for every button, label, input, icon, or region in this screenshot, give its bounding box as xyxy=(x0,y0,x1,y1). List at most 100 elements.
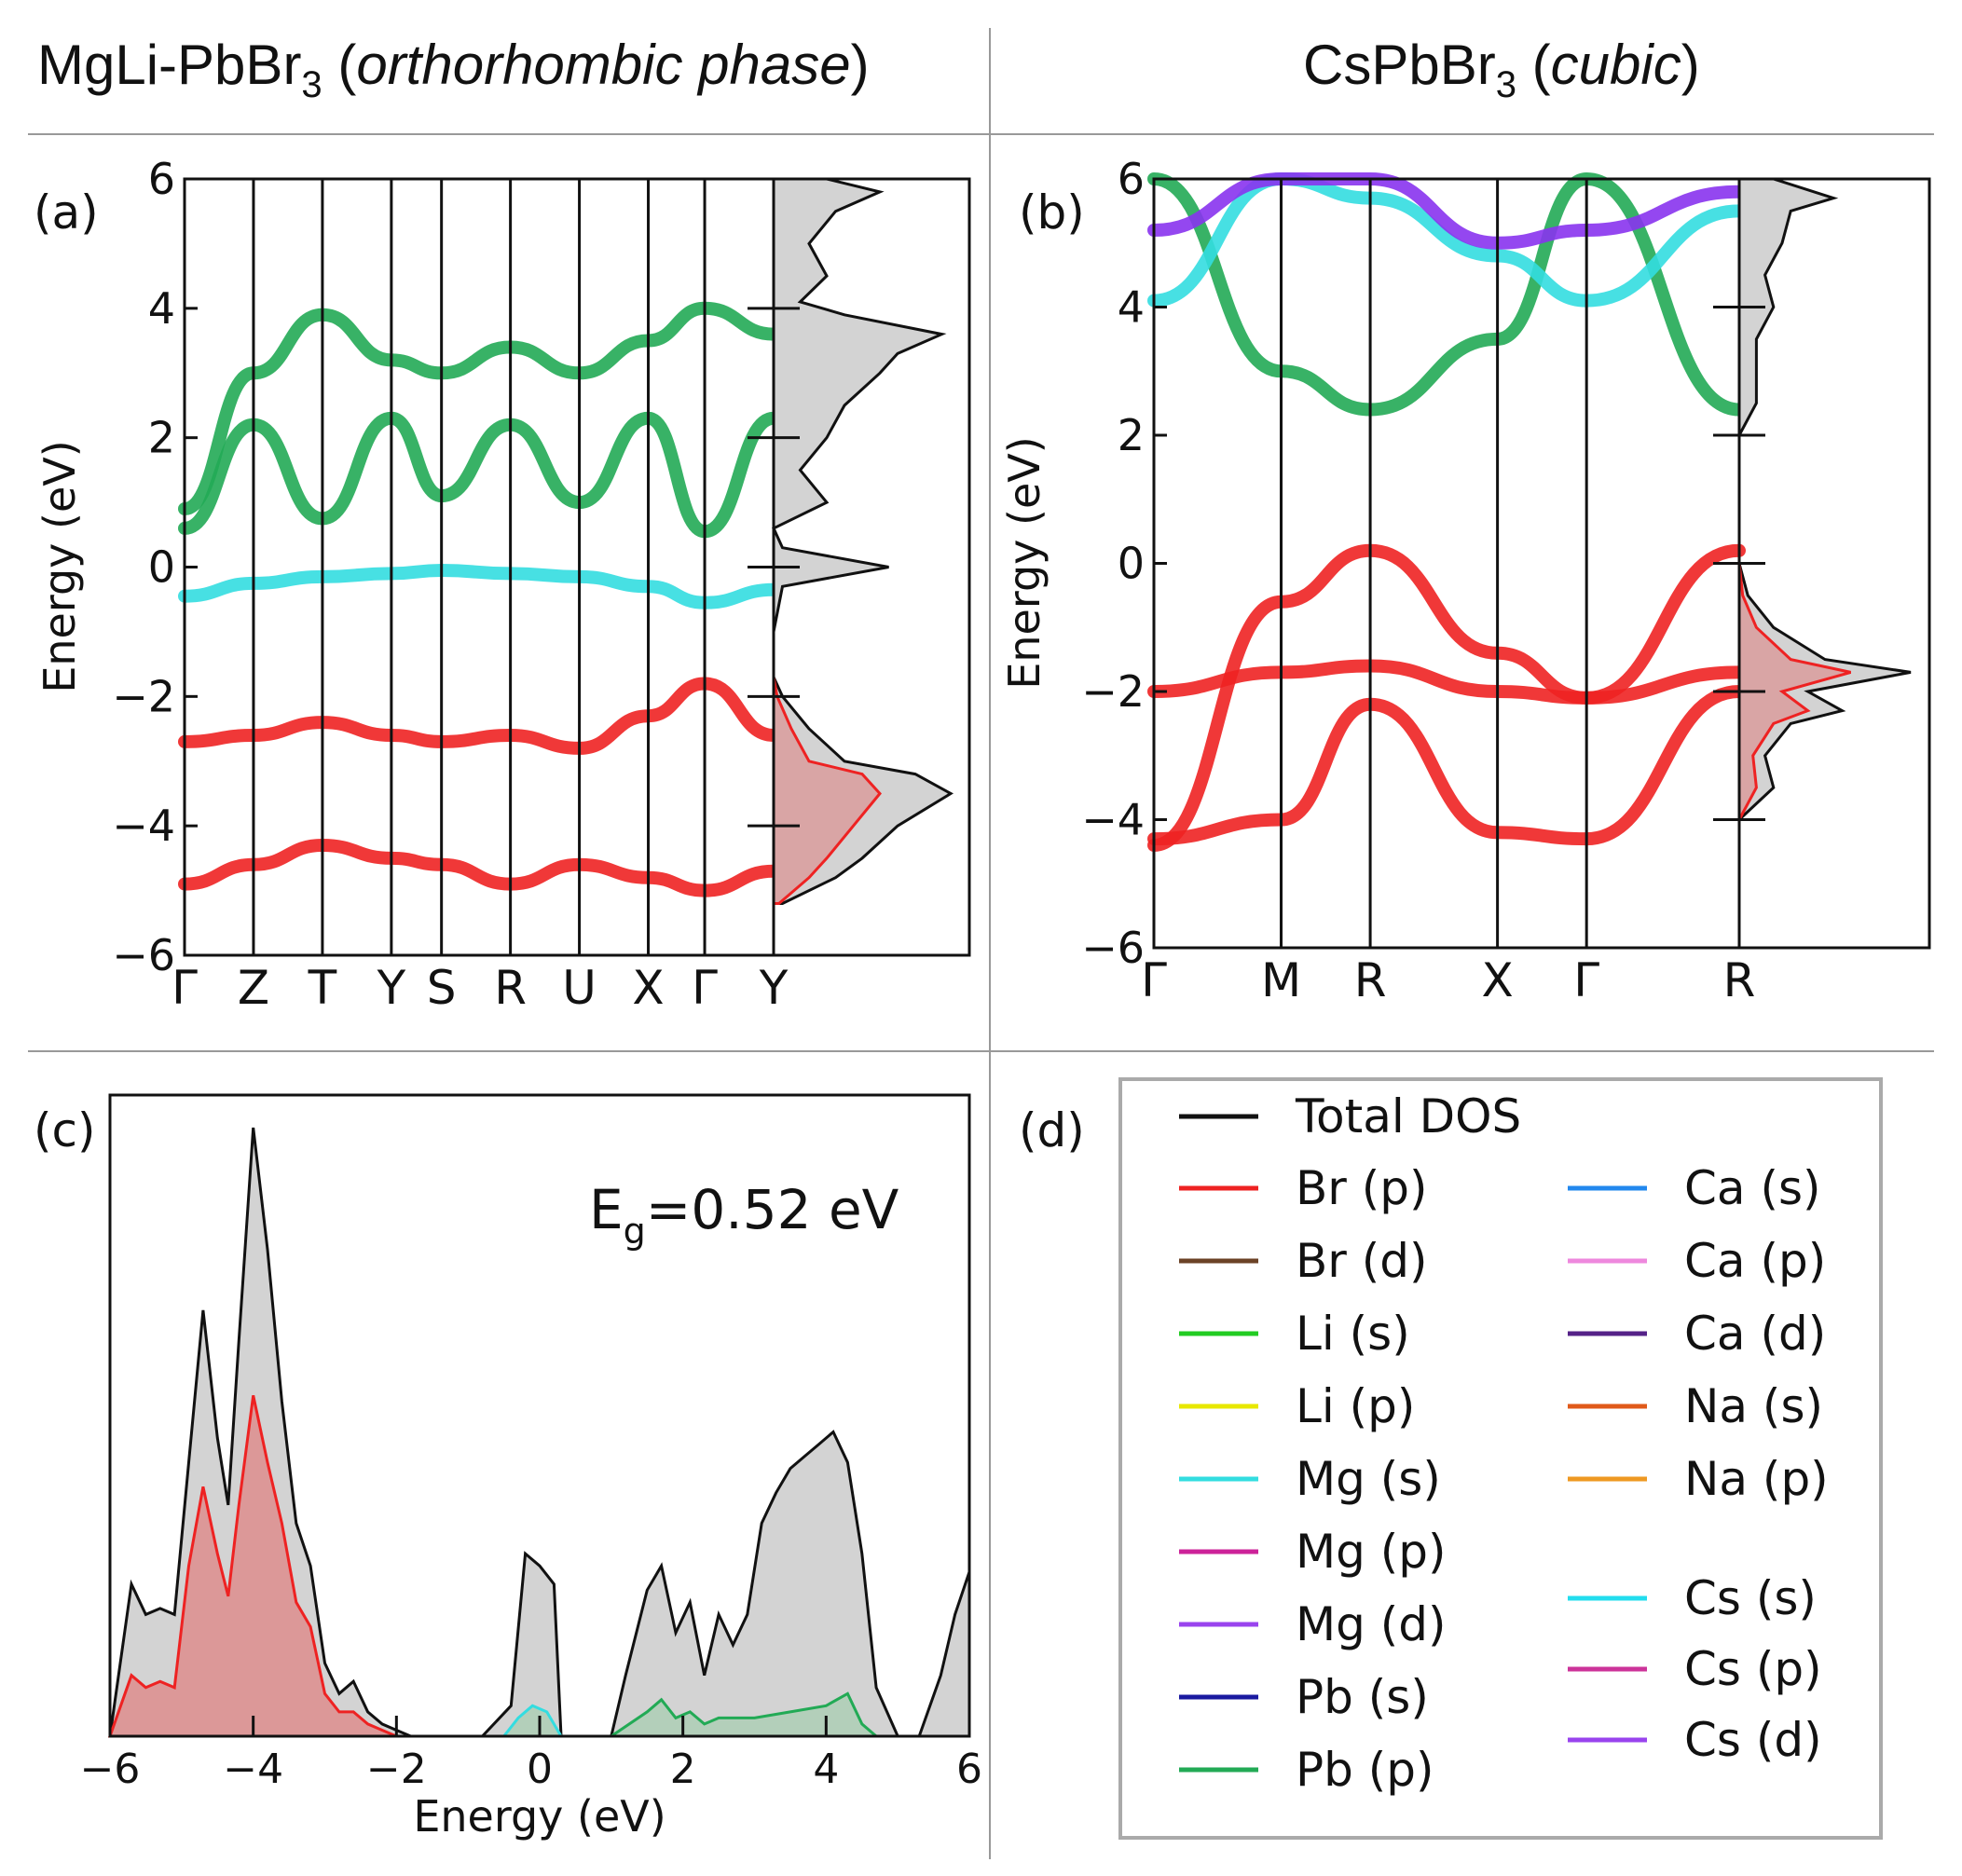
legend-col1-1-label: Br (d) xyxy=(1296,1234,1428,1288)
legend-col3-0-label: Cs (s) xyxy=(1684,1571,1817,1625)
title-left: MgLi-PbBr3 (orthorhombic phase) xyxy=(37,34,870,105)
legend-col1-2-label: Li (s) xyxy=(1296,1307,1410,1361)
a-band-0 xyxy=(178,564,780,609)
a-kpoint-label-7: X xyxy=(632,961,664,1015)
legend-col3-2-label: Cs (d) xyxy=(1684,1713,1822,1767)
b-ytick-label-3: 0 xyxy=(1118,539,1145,589)
panel-c-x-ticks: −6 −4 −2 0 2 4 6 xyxy=(80,1716,982,1793)
legend-col2-4-label: Na (p) xyxy=(1684,1452,1829,1506)
panel-c-xtick-label-5: 4 xyxy=(813,1746,839,1793)
b-kpoint-label-1: M xyxy=(1261,953,1301,1007)
panel-a-label: (a) xyxy=(34,185,99,240)
a-band-4 xyxy=(178,839,780,897)
a-ytick-label-0: 6 xyxy=(148,154,175,204)
b-band-5 xyxy=(1147,171,1746,250)
legend-total-dos-label: Total DOS xyxy=(1295,1089,1521,1143)
a-kpoint-label-8: Γ xyxy=(692,961,718,1015)
panel-c-xtick-label-4: 2 xyxy=(670,1746,696,1793)
legend-box xyxy=(1118,1077,1883,1840)
a-kpoint-label-6: U xyxy=(562,961,597,1015)
panel-c-xtick-label-0: −6 xyxy=(80,1746,141,1793)
legend-col2-2-label: Ca (d) xyxy=(1684,1307,1826,1361)
b-kpoint-label-2: R xyxy=(1354,953,1387,1007)
b-ytick-label-5: −4 xyxy=(1081,795,1145,845)
panel-c-xtick-label-1: −4 xyxy=(223,1746,283,1793)
legend-col2-3-label: Na (s) xyxy=(1684,1379,1823,1433)
panel-c-label: (c) xyxy=(34,1103,96,1157)
a-kpoint-label-4: S xyxy=(427,961,457,1015)
panel-c: (c) −6 −4 −2 0 2 4 6 Energy (eV) Eg=0.52 eV xyxy=(34,1093,982,1842)
legend-col2-1-label: Ca (p) xyxy=(1684,1234,1826,1288)
bandgap-annotation: Eg=0.52 eV xyxy=(589,1178,899,1252)
panel-b-bands xyxy=(1147,171,1746,852)
a-kpoint-label-5: R xyxy=(494,961,527,1015)
a-kpoint-label-1: Z xyxy=(238,961,269,1015)
legend-col1-7-label: Pb (s) xyxy=(1296,1670,1429,1724)
a-kpoint-label-9: Y xyxy=(759,961,789,1015)
legend-col2-0-label: Ca (s) xyxy=(1684,1161,1821,1215)
a-ytick-label-4: −2 xyxy=(112,671,175,721)
panel-c-series-0 xyxy=(108,1127,971,1738)
panel-c-xtick-label-2: −2 xyxy=(366,1746,427,1793)
b-ytick-label-4: −2 xyxy=(1081,666,1145,717)
a-dos-total xyxy=(772,177,954,905)
legend-col1-5-label: Mg (p) xyxy=(1296,1525,1447,1579)
b-ytick-label-2: 2 xyxy=(1118,410,1145,460)
panel-c-plot xyxy=(107,1127,971,1738)
legend-entries: Total DOS Br (p) Br (d) Li (s) Li (p) Mg (s) M… xyxy=(1179,1089,1829,1797)
a-kpoint-label-2: T xyxy=(308,961,337,1015)
b-band-4 xyxy=(1147,172,1746,308)
panel-a-ylabel: Energy (eV) xyxy=(34,440,85,692)
a-ytick-label-3: 0 xyxy=(148,542,175,593)
panel-b-ylabel: Energy (eV) xyxy=(999,436,1050,689)
a-dos-br-p xyxy=(772,677,882,905)
b-kpoint-label-5: R xyxy=(1723,953,1756,1007)
panel-b-y-ticks: 6 4 2 0 −2 −4 −6 xyxy=(1081,154,1765,973)
panel-a-kpoint-lines xyxy=(252,179,775,955)
panel-b-dos xyxy=(1737,177,1912,823)
b-band-1 xyxy=(1147,685,1746,846)
b-ytick-label-1: 4 xyxy=(1118,282,1145,333)
a-band-1 xyxy=(178,411,780,539)
panel-a-dos xyxy=(772,177,954,905)
panel-d-legend: (d) Total DOS Br (p) Br (d) Li (s) Li (p) Mg … xyxy=(1019,1077,1883,1840)
a-kpoint-label-3: Y xyxy=(377,961,406,1015)
a-ytick-label-6: −6 xyxy=(112,930,175,980)
panel-c-xtick-label-6: 6 xyxy=(956,1746,982,1793)
panel-c-series-2 xyxy=(606,1691,881,1738)
panel-d-label: (d) xyxy=(1019,1103,1085,1157)
panel-b-label: (b) xyxy=(1019,185,1085,240)
title-right: CsPbBr3 (cubic) xyxy=(1303,34,1700,105)
b-ytick-label-0: 6 xyxy=(1118,154,1145,204)
b-kpoint-label-0: Γ xyxy=(1141,953,1167,1007)
legend-col1-8-label: Pb (p) xyxy=(1296,1743,1434,1797)
panel-a-y-ticks: 6 4 2 0 −2 −4 −6 xyxy=(112,154,800,980)
legend-col1-4-label: Mg (s) xyxy=(1296,1452,1441,1506)
a-band-3 xyxy=(178,677,780,755)
a-ytick-label-2: 2 xyxy=(148,413,175,463)
a-band-2 xyxy=(178,301,780,515)
legend-col1-0-label: Br (p) xyxy=(1296,1161,1428,1215)
legend-col1-6-label: Mg (d) xyxy=(1296,1597,1447,1651)
panel-c-series-1 xyxy=(107,1394,411,1738)
panel-a-bands xyxy=(178,301,780,897)
b-band-3 xyxy=(1147,172,1746,417)
legend-col1-3-label: Li (p) xyxy=(1296,1379,1415,1433)
a-kpoint-label-0: Γ xyxy=(172,961,198,1015)
panel-c-xlabel: Energy (eV) xyxy=(413,1791,665,1842)
a-ytick-label-5: −4 xyxy=(112,801,175,851)
panel-c-xtick-label-3: 0 xyxy=(527,1746,553,1793)
b-kpoint-label-3: X xyxy=(1481,953,1513,1007)
b-band-2 xyxy=(1147,659,1746,705)
legend-col3-1-label: Cs (p) xyxy=(1684,1642,1822,1696)
a-ytick-label-1: 4 xyxy=(148,283,175,334)
b-band-0 xyxy=(1147,543,1746,852)
b-ytick-label-6: −6 xyxy=(1081,923,1145,973)
b-kpoint-label-4: Γ xyxy=(1573,953,1599,1007)
